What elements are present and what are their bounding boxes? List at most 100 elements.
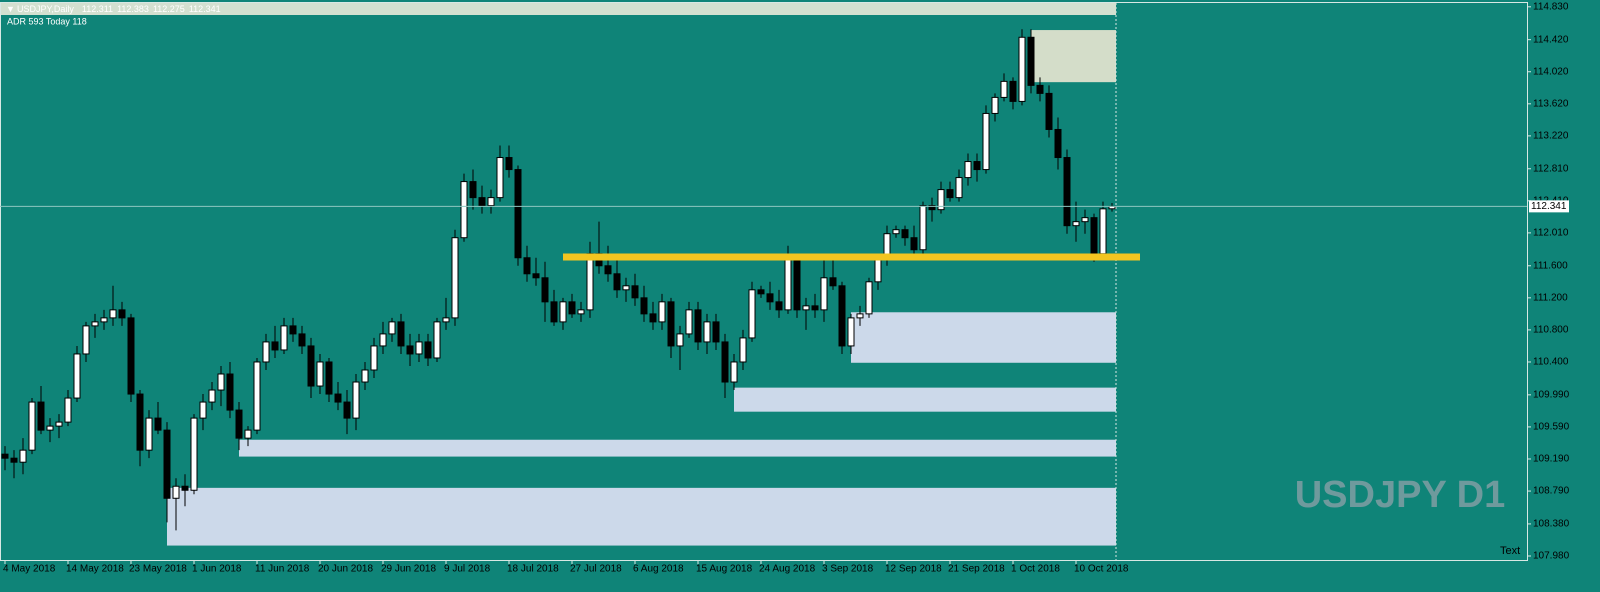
corner-text: Text — [1500, 545, 1520, 557]
candle-body — [712, 321, 720, 343]
y-tick-label: 111.600 — [1533, 260, 1568, 271]
candle-body — [307, 345, 315, 387]
x-tick-label: 27 Jul 2018 — [570, 564, 622, 575]
candle-body — [982, 112, 990, 171]
candle-body — [334, 393, 342, 403]
y-tick-label: 111.200 — [1533, 292, 1568, 303]
y-tick-label: 113.620 — [1533, 98, 1569, 109]
candle-body — [46, 425, 54, 431]
candle-body — [316, 361, 324, 387]
candle-body — [649, 313, 657, 323]
x-tick-label: 9 Jul 2018 — [444, 564, 491, 575]
candle-body — [730, 361, 738, 383]
candle-body — [37, 401, 45, 431]
candle-body — [298, 333, 306, 347]
candle-body — [784, 257, 792, 311]
candle-body — [892, 229, 900, 235]
candle-body — [532, 273, 540, 279]
candle-body — [973, 161, 981, 171]
candle-body — [235, 409, 243, 439]
x-tick-label: 6 Aug 2018 — [633, 564, 684, 575]
candle-body — [523, 257, 531, 275]
candle-body — [280, 325, 288, 351]
candle-body — [811, 305, 819, 311]
candle-body — [874, 257, 882, 283]
x-tick-label: 3 Sep 2018 — [822, 564, 874, 575]
candle-body — [964, 161, 972, 179]
candle-body — [1018, 36, 1026, 102]
indicator-text: ADR 593 Today 118 — [7, 16, 87, 26]
header-value: 112.383 — [117, 4, 149, 14]
x-tick-label: 15 Aug 2018 — [696, 564, 753, 575]
candle-body — [865, 281, 873, 315]
candle-body — [289, 325, 297, 335]
y-tick-label: 114.020 — [1533, 66, 1569, 77]
candle-body — [919, 205, 927, 251]
y-tick-label: 109.590 — [1533, 422, 1570, 433]
candle-body — [928, 205, 936, 211]
candle-body — [208, 389, 216, 403]
candle-body — [469, 181, 477, 199]
candle-body — [766, 293, 774, 303]
candle-body — [370, 345, 378, 371]
y-tick-label: 108.790 — [1533, 486, 1570, 497]
candle-body — [388, 321, 396, 335]
candle-body — [1072, 221, 1080, 227]
x-tick-label: 10 Oct 2018 — [1074, 564, 1129, 575]
candle-body — [10, 457, 18, 463]
candle-body — [1081, 217, 1089, 223]
candle-body — [847, 317, 855, 347]
candle-body — [1, 453, 9, 459]
candle-body — [838, 285, 846, 347]
candle-body — [1036, 84, 1044, 94]
candle-body — [136, 393, 144, 451]
zones — [167, 30, 1116, 546]
header-symbol: USDJPY,Daily — [17, 4, 74, 14]
candle-body — [118, 309, 126, 319]
candle-body — [550, 301, 558, 323]
y-tick-label: 107.980 — [1533, 551, 1570, 562]
candle-body — [226, 373, 234, 411]
candle-body — [829, 277, 837, 287]
y-tick-label: 114.830 — [1533, 1, 1569, 12]
watermark: USDJPY D1 — [1295, 474, 1506, 516]
candle-body — [721, 341, 729, 383]
candle-body — [460, 181, 468, 239]
zone — [167, 487, 1116, 546]
candle-body — [1045, 92, 1053, 130]
candle-body — [55, 421, 63, 427]
candle-body — [343, 401, 351, 419]
candle-body — [451, 237, 459, 319]
candle-body — [1027, 36, 1035, 86]
y-tick-label: 110.400 — [1533, 357, 1569, 368]
candle-body — [1009, 80, 1017, 102]
candle-body — [1054, 128, 1062, 159]
candle-body — [694, 309, 702, 343]
candle-body — [199, 401, 207, 419]
candle-body — [748, 289, 756, 339]
candle-body — [109, 309, 117, 319]
candle-body — [352, 381, 360, 419]
candle-body — [433, 321, 441, 359]
candle-body — [1000, 80, 1008, 98]
zone — [851, 312, 1116, 363]
candle-body — [577, 309, 585, 315]
candle-body — [73, 353, 81, 399]
y-tick-label: 110.800 — [1533, 325, 1569, 336]
candle-body — [910, 237, 918, 251]
candle-body — [190, 417, 198, 491]
candles — [1, 29, 1116, 531]
y-tick-label: 108.380 — [1533, 519, 1570, 530]
candle-body — [145, 417, 153, 451]
candle-body — [541, 277, 549, 303]
candle-body — [361, 369, 369, 383]
x-tick-label: 21 Sep 2018 — [948, 564, 1005, 575]
candle-body — [19, 449, 27, 463]
candle-body — [856, 313, 864, 319]
x-tick-label: 12 Sep 2018 — [885, 564, 942, 575]
candle-body — [640, 297, 648, 315]
candle-body — [676, 333, 684, 347]
y-tick-label: 112.810 — [1533, 163, 1569, 174]
zone — [734, 387, 1116, 412]
